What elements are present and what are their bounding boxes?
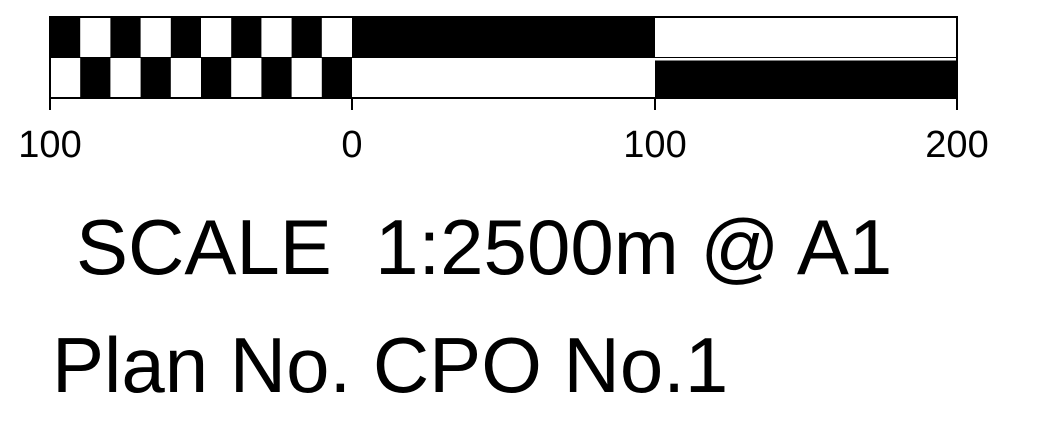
tick-label-0: 0 — [341, 124, 362, 166]
tick-label-100: 100 — [623, 124, 686, 166]
scale-ratio-text: SCALE 1:2500m @ A1 — [76, 203, 893, 291]
tick-label-left-100: 100 — [18, 124, 81, 166]
scale-bar-cell-top-8 — [291, 17, 322, 58]
scale-bar-cell-top-6 — [231, 17, 262, 58]
scale-bar-cell-bottom-3 — [140, 57, 171, 98]
plan-number-text: Plan No. CPO No.1 — [52, 321, 729, 409]
scale-bar: 100 0 100 200 — [18, 16, 989, 166]
scale-bar-cell-top-4 — [170, 17, 201, 58]
scale-bar-block-100-200 — [655, 60, 957, 98]
scale-bar-cell-bottom-7 — [261, 57, 292, 98]
scale-bar-cell-bottom-9 — [321, 57, 352, 98]
tick-label-200: 200 — [925, 124, 988, 166]
scale-bar-cell-top-0 — [50, 17, 81, 58]
scale-bar-ticks — [49, 98, 958, 110]
scale-bar-block-0-100 — [352, 17, 655, 58]
scale-bar-cell-top-2 — [110, 17, 141, 58]
scale-bar-cell-bottom-5 — [201, 57, 232, 98]
scale-bar-cells — [50, 17, 957, 98]
scale-bar-cell-bottom-1 — [80, 57, 111, 98]
